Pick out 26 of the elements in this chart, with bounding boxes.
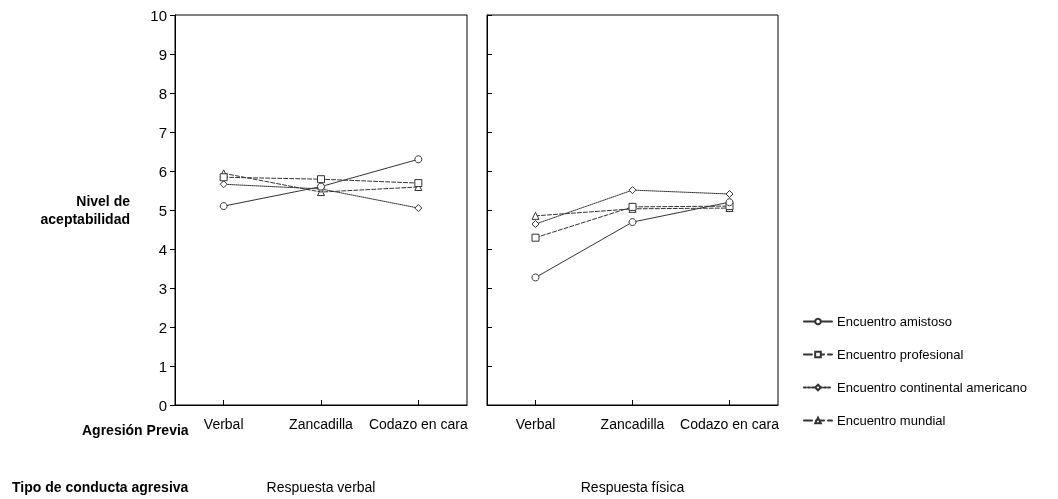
y-tick-label: 1: [158, 357, 167, 375]
text: Tipo de conducta agresiva: [12, 479, 189, 495]
legend-label: Encuentro profesional: [837, 347, 964, 362]
y-tick-label: 4: [158, 240, 167, 258]
x-tick-label: Verbal: [203, 416, 244, 432]
y-axis-title: Nivel de aceptabilidad: [40, 193, 131, 227]
y-tick-label: 8: [158, 84, 167, 102]
legend-label: Encuentro mundial: [837, 413, 946, 428]
legend-label: Encuentro amistoso: [837, 314, 952, 329]
y-tick-label: 6: [158, 162, 167, 180]
x-tick-label: Codazo en cara: [368, 416, 468, 432]
y-tick-label: 5: [158, 201, 167, 219]
x-tick-label: Zancadilla: [600, 416, 665, 432]
x-tick-label: Verbal: [515, 416, 556, 432]
y-tick-label: 3: [158, 279, 167, 297]
x-tick-label: Codazo en cara: [680, 416, 780, 432]
x-tick-label: Zancadilla: [289, 416, 354, 432]
x-axis-title: Respuesta física: [580, 479, 685, 495]
legend-label: Encuentro continental americano: [837, 380, 1028, 395]
y-tick-label: 9: [158, 45, 167, 63]
y-tick-label: 0: [158, 396, 167, 414]
text: Agresión Previa: [82, 422, 189, 438]
y-tick-label: 10: [150, 6, 167, 24]
y-tick-label: 2: [158, 318, 167, 336]
x-axis-title: Respuesta verbal: [266, 479, 376, 495]
y-tick-label: 7: [158, 123, 167, 141]
